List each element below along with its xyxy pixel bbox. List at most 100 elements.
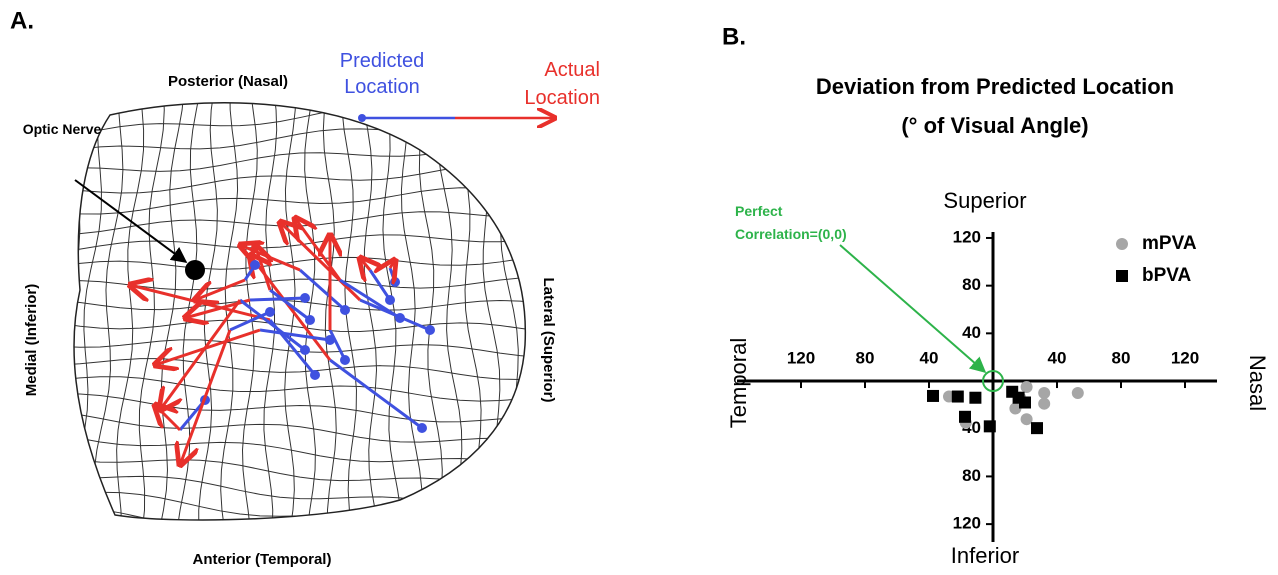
grid-curve [74,358,526,380]
grid-curve [74,137,526,172]
point [1071,386,1084,399]
predicted-point [417,423,427,433]
right-label: Lateral (Superior) [540,277,557,402]
pointer [74,179,188,263]
grid-curve [322,102,337,520]
grid-curve [159,102,185,520]
grid-curve [341,102,357,520]
point [1009,402,1022,415]
predicted-point [390,277,400,287]
point [959,410,971,423]
grid-curve [453,102,482,520]
x-tick-label: 40 [1048,349,1067,368]
grid-curve [74,255,526,270]
point [1038,386,1051,399]
panel-label: A. [10,7,34,34]
y-tick-label: 120 [953,514,981,533]
grid-curve [74,319,526,332]
predicted-vector [249,296,306,302]
optic-nerve [185,260,205,280]
left-label: Medial (Inferior) [23,284,40,397]
panel-label: B. [722,23,746,50]
actual-vector [180,329,232,465]
predicted-label: Predicted Location [339,50,425,98]
grid-curve [74,393,526,423]
point [983,420,996,433]
predicted-vector [259,328,331,342]
grid-curve [74,339,526,358]
point [1020,413,1033,426]
point [1020,381,1033,393]
y-tick-label: 80 [962,275,981,294]
predicted-point [340,355,350,365]
grid-curve [220,102,239,520]
legend-swatch [1116,270,1128,282]
grid-curve [74,506,526,520]
axis-label: Inferior [951,543,1019,568]
grid-curve [74,276,526,291]
predicted-vector [329,358,423,430]
legend-box: Predicted Location [339,50,425,98]
x-tick-label: 40 [920,349,939,368]
point [969,391,982,404]
annotation-box: Perfect Correlation=(0,0) [735,203,847,242]
vectors [130,218,435,465]
chart-title: Deviation from Predicted Location [816,74,1174,99]
axis-label: Superior [943,188,1026,213]
grid-curve [74,376,526,402]
actual-vector [155,405,182,432]
grid-curve [138,102,165,520]
predicted-vector [239,298,306,352]
x-tick-label: 80 [856,349,875,368]
retina-outline [73,102,527,521]
predicted-point [305,315,315,325]
predicted-point [265,307,275,317]
predicted-vector [229,310,271,332]
point [1031,422,1043,435]
grid-curve [436,102,463,520]
actual-vector [360,258,370,270]
actual-vector [195,278,246,300]
point [1019,396,1031,409]
predicted-point [250,260,260,270]
grid-curve [471,102,507,520]
grid-curve [74,187,526,215]
grid-curve [74,299,526,311]
predicted-point [385,295,395,305]
actual-vector [155,328,261,365]
predicted-vector [299,268,346,312]
predicted-vector [328,329,347,361]
annotation-arrow [839,244,987,374]
predicted-vector [339,278,401,320]
grid-curve [304,102,316,520]
grid-curve [360,102,380,520]
predicted-point [310,370,320,380]
point [927,389,939,402]
grid-curve [284,102,297,520]
grid-curve [74,475,526,520]
predicted-point [300,293,310,303]
grid-curve [418,102,443,520]
actual-label: Actual Location [524,59,600,109]
predicted-point [395,313,405,323]
grid-curve [493,102,526,520]
optic-nerve-label-box: Optic Nerve [22,121,102,137]
point [1038,397,1051,410]
y-tick-label: 120 [953,227,981,246]
axis-label: Temporal [726,338,751,428]
x-tick-label: 120 [787,349,815,368]
grid-curve [74,411,526,443]
grid-curve [74,234,526,253]
top-label: Posterior (Nasal) [168,73,288,90]
x-tick-label: 80 [1112,349,1131,368]
predicted-point [300,345,310,355]
y-tick-label: 80 [962,466,981,485]
grid-curve [74,102,526,123]
legend-label: bPVA [1142,265,1192,286]
legend-swatch [1116,238,1128,250]
grid-curve [116,102,145,520]
grid-curve [74,433,526,470]
optic-nerve-label: Optic Nerve [22,121,102,137]
